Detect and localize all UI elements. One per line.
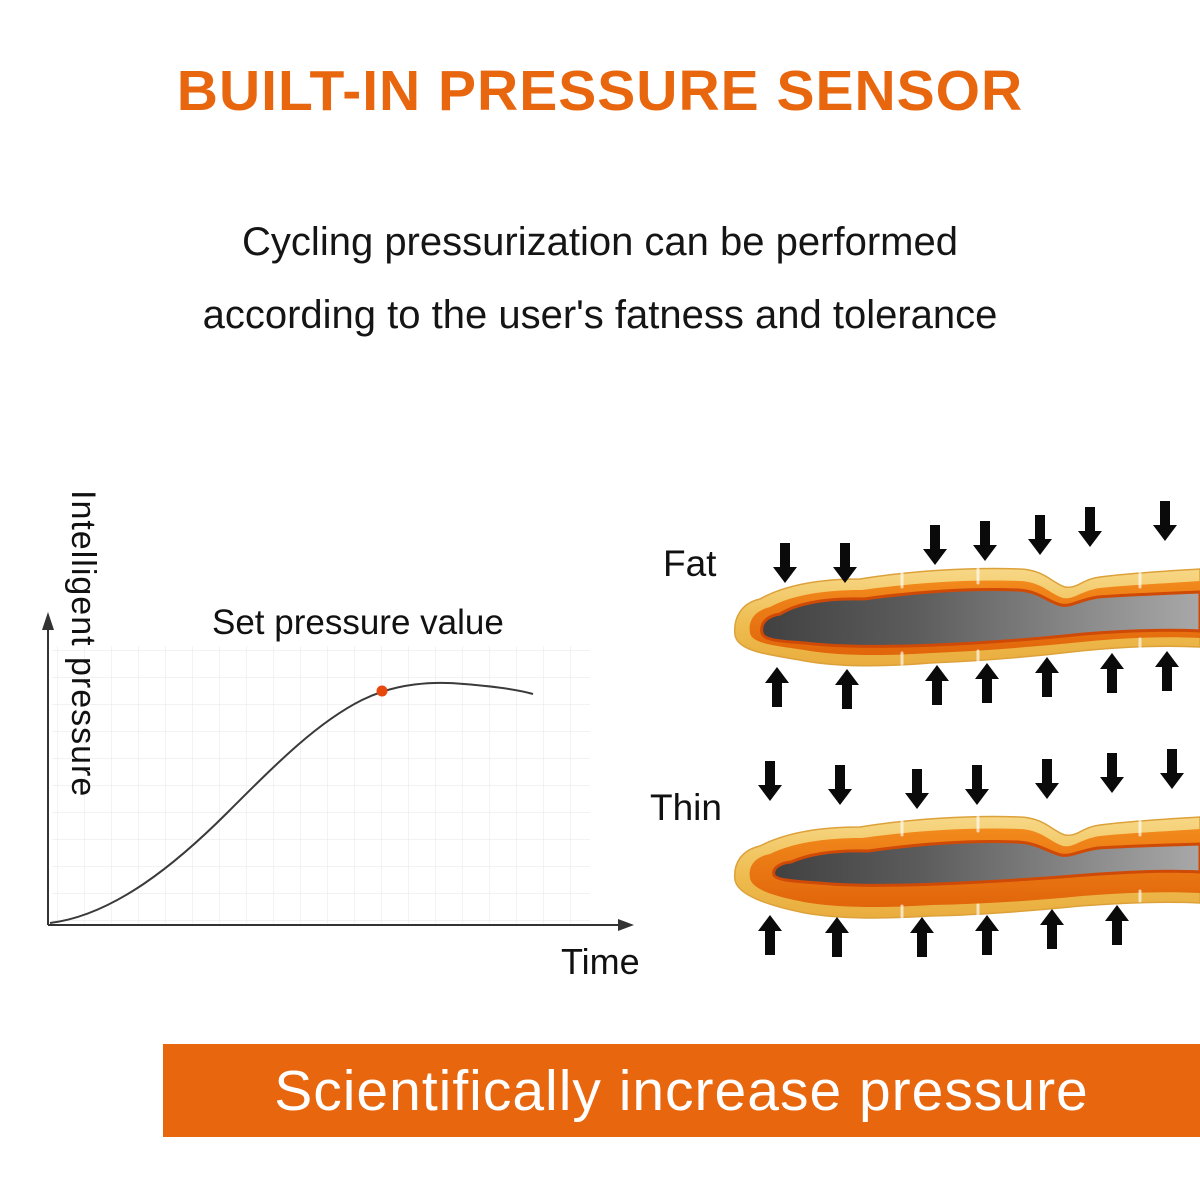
pressure-arrow-up-icon (1100, 653, 1124, 693)
pressure-arrow-down-icon (773, 543, 797, 583)
set-pressure-marker (376, 685, 388, 697)
pressure-arrow-down-icon (973, 521, 997, 561)
pressure-arrow-down-icon (1100, 753, 1124, 793)
fat-leg-illustration (734, 501, 1200, 709)
pressure-arrow-up-icon (925, 665, 949, 705)
subtitle-line-2: according to the user's fatness and tole… (202, 293, 998, 337)
pressure-arrow-up-icon (975, 663, 999, 703)
chart-grid (52, 646, 590, 923)
pressure-arrow-down-icon (923, 525, 947, 565)
subtitle: Cycling pressurization can be performed … (0, 206, 1200, 352)
pressure-arrow-up-icon (1035, 657, 1059, 697)
pressure-curve (49, 681, 534, 924)
page-title: BUILT-IN PRESSURE SENSOR (176, 59, 1024, 123)
pressure-arrow-down-icon (965, 765, 989, 805)
pressure-arrow-down-icon (1078, 507, 1102, 547)
pressure-arrow-up-icon (910, 917, 934, 957)
subtitle-line-1: Cycling pressurization can be performed (242, 220, 958, 264)
x-axis-label: Time (561, 941, 640, 982)
pressure-arrow-up-icon (1040, 909, 1064, 949)
y-axis-label: Intelligent pressure (64, 490, 102, 798)
pressure-arrow-down-icon (1035, 759, 1059, 799)
thin-leg-wrap (734, 815, 1200, 919)
x-axis-arrow-icon (618, 919, 634, 931)
thin-label: Thin (650, 787, 722, 828)
pressure-arrow-down-icon (905, 769, 929, 809)
pressure-arrow-up-icon (758, 915, 782, 955)
pressure-arrow-up-icon (975, 915, 999, 955)
banner-text: Scientifically increase pressure (274, 1058, 1089, 1123)
pressure-arrow-down-icon (1028, 515, 1052, 555)
bottom-banner: Scientifically increase pressure (163, 1044, 1200, 1137)
thin-leg-shape (772, 839, 1200, 887)
fat-leg-wrap (734, 567, 1200, 667)
pressure-time-chart (42, 612, 634, 931)
pressure-arrow-down-icon (758, 761, 782, 801)
thin-pressure-arrows (758, 749, 1184, 957)
pressure-arrow-down-icon (1153, 501, 1177, 541)
chart-annotation: Set pressure value (212, 603, 504, 642)
fat-pressure-arrows (765, 501, 1179, 709)
pressure-arrow-up-icon (825, 917, 849, 957)
fat-leg-shape (760, 587, 1200, 648)
pressure-arrow-up-icon (1155, 651, 1179, 691)
fat-label: Fat (663, 543, 717, 584)
chamber-separators (900, 815, 1142, 919)
pressure-arrow-up-icon (765, 667, 789, 707)
chamber-separators (900, 567, 1142, 666)
pressure-arrow-down-icon (828, 765, 852, 805)
thin-leg-illustration (734, 749, 1200, 957)
pressure-arrow-up-icon (1105, 905, 1129, 945)
pressure-arrow-down-icon (1160, 749, 1184, 789)
y-axis-arrow-icon (42, 612, 54, 630)
pressure-arrow-up-icon (835, 669, 859, 709)
pressure-arrow-down-icon (833, 543, 857, 583)
